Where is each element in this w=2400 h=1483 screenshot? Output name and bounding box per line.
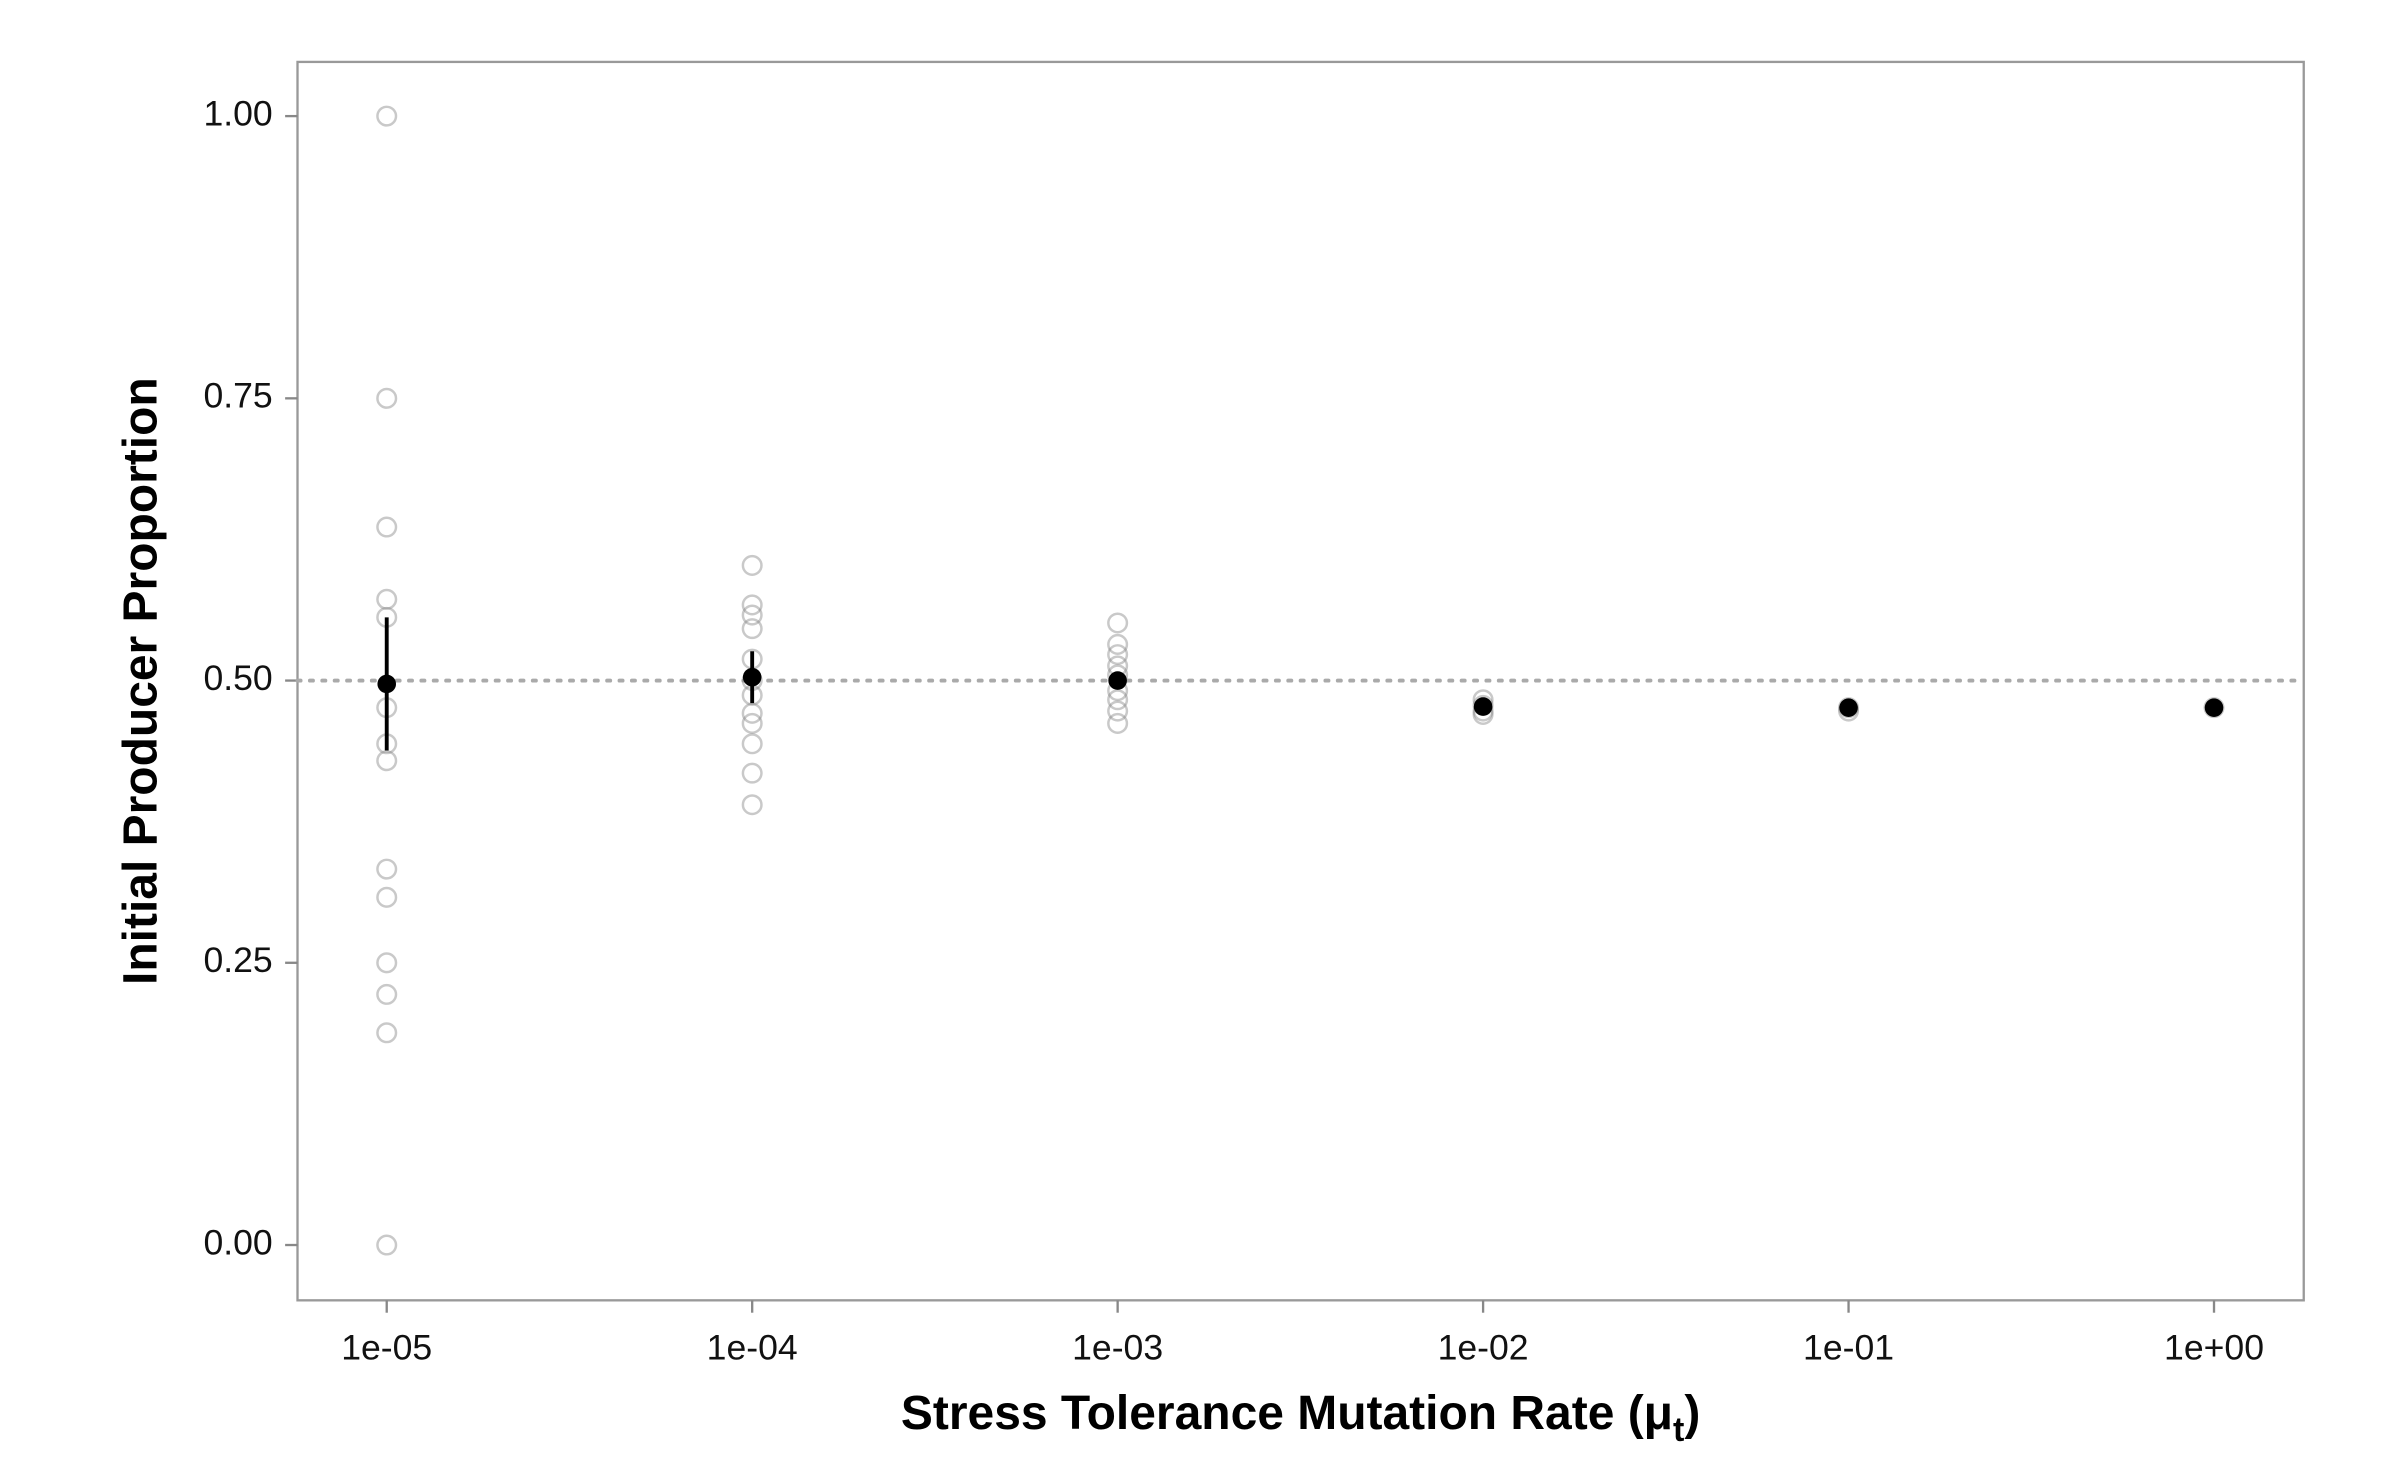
replicate-point [741, 594, 763, 616]
replicate-point [1107, 633, 1129, 655]
x-axis-title-subscript: t [1673, 1411, 1684, 1449]
mean-point [2204, 698, 2224, 717]
replicate-point [376, 105, 398, 127]
y-tick-label: 0.00 [203, 1222, 272, 1262]
mean-point [377, 674, 397, 694]
replicate-point [376, 952, 398, 974]
replicate-point [741, 712, 763, 734]
replicate-point [376, 750, 398, 772]
x-tick-label: 1e+00 [2164, 1327, 2264, 1367]
y-tick-label: 0.50 [203, 658, 272, 698]
replicate-point [376, 1234, 398, 1256]
replicate-point [376, 886, 398, 908]
replicate-point [376, 1022, 398, 1044]
mean-point [742, 667, 762, 687]
y-tick-label: 0.75 [203, 376, 272, 416]
x-tick-label: 1e-02 [1438, 1327, 1529, 1367]
replicate-point [741, 762, 763, 784]
replicate-point [376, 983, 398, 1005]
replicate-point [741, 702, 763, 724]
mean-point [1473, 697, 1493, 716]
replicate-point [1107, 644, 1129, 666]
replicate-point [741, 733, 763, 755]
replicate-point [1107, 689, 1129, 711]
x-axis-title-part: Stress Tolerance Mutation Rate (μ [901, 1387, 1673, 1440]
y-axis-title: Initial Producer Proportion [115, 377, 168, 985]
replicate-point [376, 387, 398, 409]
replicate-point [376, 588, 398, 610]
x-tick-label: 1e-05 [341, 1327, 432, 1367]
replicate-point [1107, 612, 1129, 634]
replicate-point [741, 618, 763, 640]
replicate-point [741, 794, 763, 816]
x-axis-title: Stress Tolerance Mutation Rate (μt) [901, 1387, 1700, 1449]
replicate-point [376, 516, 398, 538]
mean-point [1108, 671, 1127, 690]
mean-point [1839, 698, 1858, 717]
replicate-point [741, 554, 763, 576]
x-tick-label: 1e-01 [1803, 1327, 1894, 1367]
replicate-point [376, 858, 398, 880]
replicate-point [1107, 712, 1129, 734]
x-tick-label: 1e-03 [1072, 1327, 1163, 1367]
replicate-point [1107, 700, 1129, 722]
x-axis-title-part: ) [1684, 1387, 1700, 1440]
replicate-point [741, 604, 763, 626]
x-tick-label: 1e-04 [707, 1327, 798, 1367]
y-tick-label: 0.25 [203, 940, 272, 980]
y-tick-label: 1.00 [203, 94, 272, 134]
